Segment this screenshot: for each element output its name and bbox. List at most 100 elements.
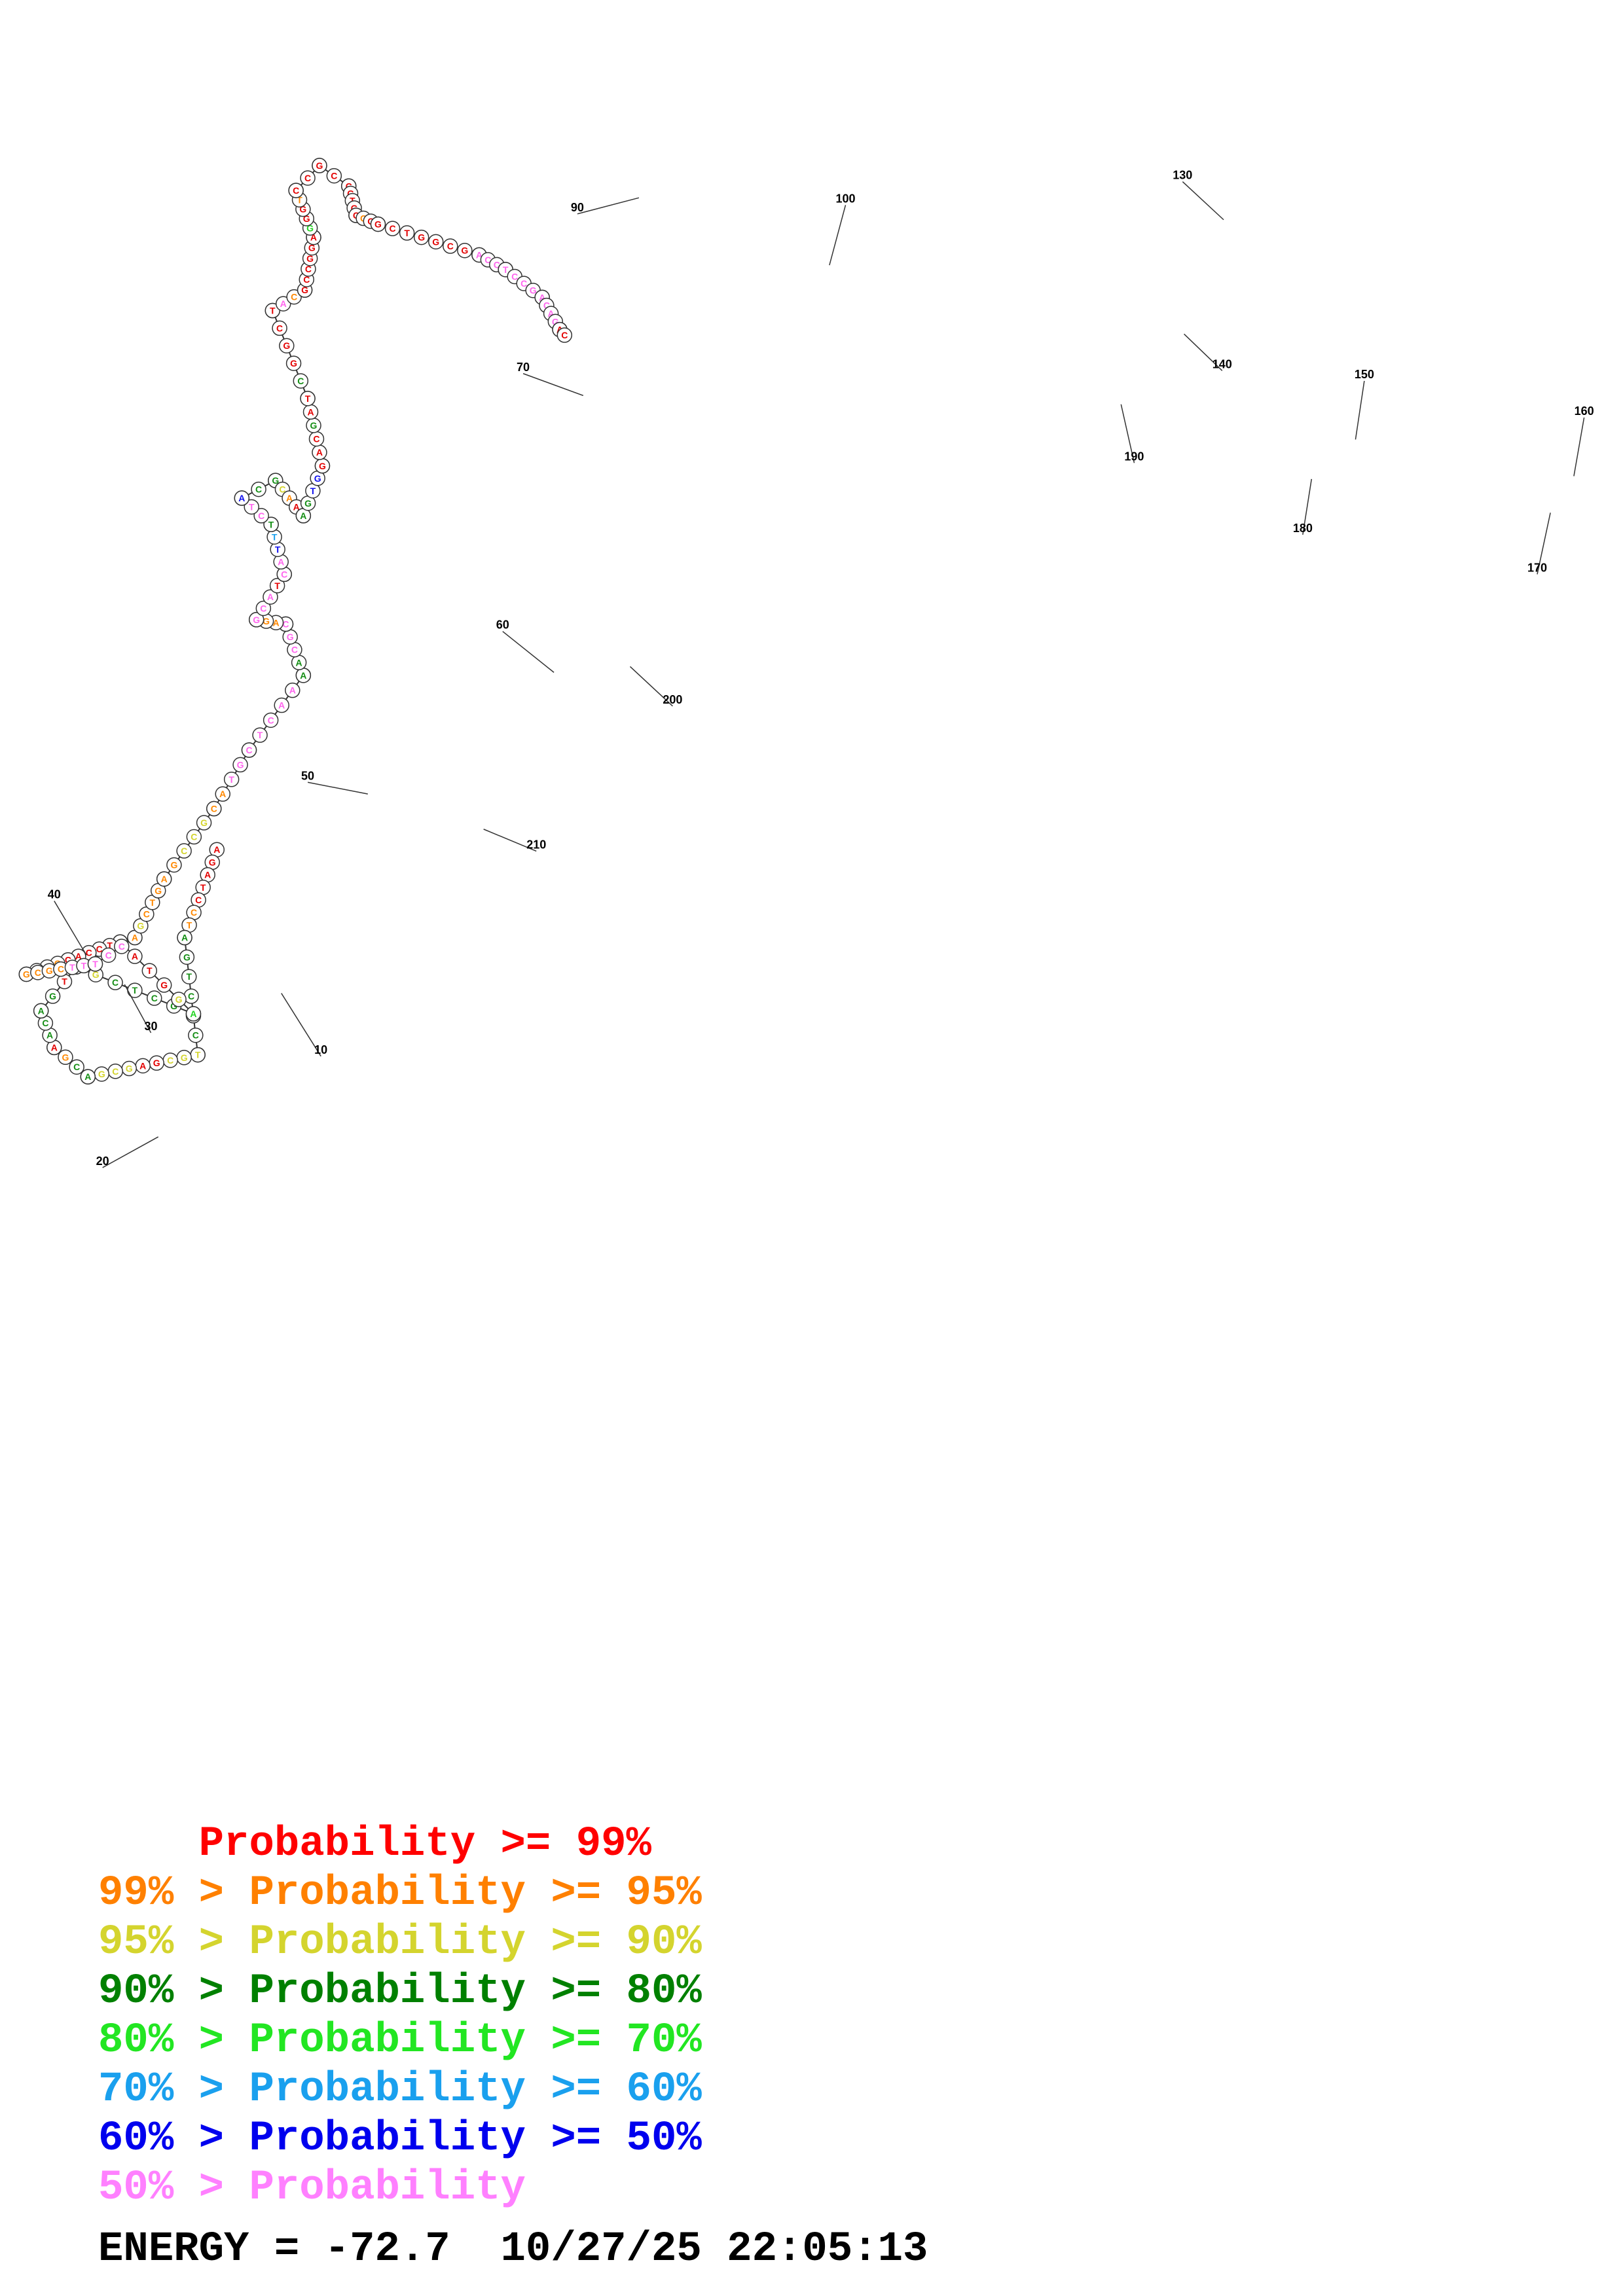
nucleotide-base: G <box>314 473 321 484</box>
nucleotide-base: G <box>263 616 270 626</box>
position-label-leader <box>1302 478 1313 535</box>
nucleotide-base: G <box>418 232 425 243</box>
nucleotide-base: A <box>204 870 211 880</box>
nucleotide-base: G <box>552 316 559 327</box>
position-label: 190 <box>1124 450 1144 463</box>
nucleotide-base: C <box>268 715 274 725</box>
nucleotide-circle <box>264 302 281 319</box>
nucleotide-base: G <box>62 1052 69 1062</box>
nucleotide-base: G <box>181 1052 188 1063</box>
nucleotide-base: C <box>293 185 299 196</box>
nucleotide-base: T <box>274 581 280 591</box>
nucleotide-base: G <box>183 952 191 962</box>
position-label: 30 <box>145 1020 158 1033</box>
nucleotide-base: T <box>270 306 276 316</box>
nucleotide-base: A <box>139 1060 146 1071</box>
nucleotide-base: G <box>461 245 468 256</box>
nucleotide-circle <box>288 183 304 198</box>
nucleotide-circle <box>232 757 248 773</box>
nucleotide-base: G <box>175 994 183 1005</box>
nucleotide-circle <box>80 1069 96 1085</box>
nucleotide-base: A <box>280 298 287 309</box>
nucleotide-base: C <box>511 271 518 281</box>
nucleotide-base: C <box>484 255 491 265</box>
nucleotide-circle <box>206 800 222 817</box>
position-label-leader <box>502 631 555 673</box>
nucleotide-base: G <box>253 615 260 625</box>
nucleotide-circle <box>457 242 473 259</box>
nucleotide-base: C <box>331 171 337 181</box>
nucleotide-base: A <box>300 670 306 681</box>
legend-line: 70% > Probability >= 60% <box>98 2069 702 2111</box>
position-label-leader <box>577 197 640 215</box>
nucleotide-circle <box>274 697 289 713</box>
nucleotide-circle <box>263 712 279 728</box>
nucleotide-circle <box>252 727 268 743</box>
nucleotide-base: T <box>81 960 87 971</box>
nucleotide-base: T <box>187 920 192 930</box>
nucleotide-base: C <box>520 278 527 289</box>
nucleotide-circle <box>244 499 259 515</box>
nucleotide-base: G <box>316 160 323 171</box>
nucleotide-circle <box>33 1003 49 1019</box>
nucleotide-base: C <box>112 1066 119 1077</box>
legend-label: Probability >= 95% <box>249 1870 702 1917</box>
nucleotide-base: C <box>279 484 285 495</box>
nucleotide-base: C <box>112 977 119 988</box>
nucleotide-base: A <box>46 1030 53 1041</box>
nucleotide-base: A <box>84 1071 91 1082</box>
nucleotide-base: A <box>548 308 555 319</box>
nucleotide-base: T <box>228 774 234 785</box>
nucleotide-base: C <box>258 511 264 521</box>
legend-prefix <box>98 1821 199 1868</box>
nucleotide-base: G <box>308 243 316 253</box>
legend-prefix: 70% > <box>98 2066 249 2113</box>
nucleotide-circle <box>127 948 143 964</box>
nucleotide-circle <box>107 975 123 990</box>
nucleotide-base: C <box>105 950 112 960</box>
legend-prefix: 60% > <box>98 2115 249 2162</box>
position-label: 90 <box>571 201 584 214</box>
nucleotide-circle <box>263 589 278 605</box>
nucleotide-circle <box>114 939 130 954</box>
nucleotide-circle <box>141 963 158 978</box>
nucleotide-base: G <box>319 461 326 471</box>
legend-prefix: 99% > <box>98 1870 249 1917</box>
position-label: 160 <box>1575 404 1594 418</box>
nucleotide-base: A <box>307 406 314 417</box>
legend-prefix: 50% > <box>98 2164 249 2212</box>
nucleotide-circle <box>196 815 212 831</box>
nucleotide-base: T <box>257 730 263 740</box>
position-label: 70 <box>517 361 530 374</box>
nucleotide-base: A <box>286 493 293 503</box>
nucleotide-base: A <box>238 493 245 503</box>
nucleotide-base: C <box>119 941 125 952</box>
legend-label: Probability >= 50% <box>249 2115 702 2162</box>
nucleotide-base: T <box>69 962 75 973</box>
nucleotide-base: C <box>191 832 197 842</box>
legend-label: Probability >= 60% <box>249 2066 702 2113</box>
nucleotide-circle <box>177 929 192 946</box>
nucleotide-circle <box>253 508 269 524</box>
nucleotide-base: C <box>192 1030 199 1041</box>
nucleotide-circle <box>223 772 240 787</box>
nucleotide-base: C <box>389 223 395 234</box>
position-label-leader <box>1182 181 1224 221</box>
position-label-leader <box>102 1136 159 1168</box>
nucleotide-circle <box>269 578 285 594</box>
nucleotide-base: A <box>38 1005 45 1016</box>
nucleotide-base: T <box>62 977 67 987</box>
nucleotide-circle <box>69 1059 84 1075</box>
legend-line: 95% > Probability >= 90% <box>98 1922 702 1964</box>
nucleotide-circle <box>272 320 287 336</box>
nucleotide-base: A <box>190 1009 196 1019</box>
nucleotide-base: C <box>260 603 266 613</box>
nucleotide-circle <box>285 682 301 698</box>
position-label: 140 <box>1213 357 1232 370</box>
nucleotide-base: T <box>107 941 113 951</box>
nucleotide-base: C <box>353 210 359 221</box>
nucleotide-base: A <box>316 447 323 457</box>
legend-line: 50% > Probability <box>98 2167 526 2209</box>
nucleotide-circle <box>300 391 316 406</box>
